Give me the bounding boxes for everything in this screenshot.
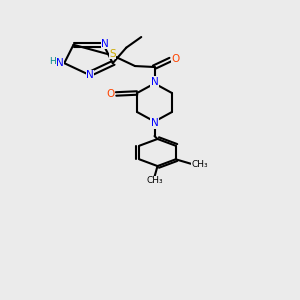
Text: N: N — [86, 70, 94, 80]
Text: N: N — [56, 58, 64, 68]
Text: S: S — [109, 49, 116, 59]
Text: N: N — [151, 118, 158, 128]
Text: CH₃: CH₃ — [146, 176, 163, 185]
Text: N: N — [101, 39, 109, 49]
Text: N: N — [151, 77, 158, 87]
Text: H: H — [49, 57, 56, 66]
Text: CH₃: CH₃ — [191, 160, 208, 169]
Text: O: O — [106, 89, 115, 99]
Text: O: O — [171, 54, 180, 64]
